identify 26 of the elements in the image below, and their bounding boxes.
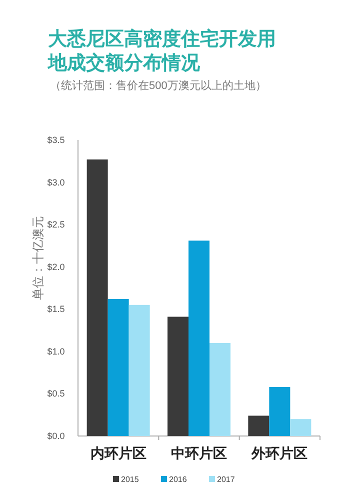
bar <box>210 342 230 436</box>
bar <box>290 419 312 436</box>
y-axis-title: 单位：十亿澳元 <box>31 216 45 300</box>
x-tick-label: 中环片区 <box>171 445 227 461</box>
bar <box>248 416 270 436</box>
y-tick-label: $2.0 <box>47 262 65 272</box>
y-tick-label: $1.0 <box>47 346 65 356</box>
legend-label: 2015 <box>121 475 140 484</box>
legend-label: 2017 <box>217 475 236 484</box>
chart-title: 大悉尼区高密度住宅开发用地成交额分布情况 <box>48 28 277 76</box>
bar <box>269 386 290 436</box>
chart-subtitle: （统计范围：售价在500万澳元以上的土地） <box>50 78 266 93</box>
bar <box>188 240 210 436</box>
y-tick-label: $0.0 <box>47 431 65 441</box>
y-tick-label: $2.5 <box>47 220 65 230</box>
bar <box>108 298 129 436</box>
y-tick-label: $0.5 <box>47 388 65 399</box>
bar <box>86 159 108 436</box>
y-tick-label: $1.5 <box>47 304 65 314</box>
legend-label: 2016 <box>169 475 188 484</box>
bar <box>128 304 150 436</box>
bar <box>168 316 188 436</box>
x-tick-label: 内环片区 <box>90 445 146 461</box>
y-tick-label: $3.0 <box>47 177 65 188</box>
x-tick-label: 外环片区 <box>250 445 308 461</box>
y-tick-label: $3.5 <box>47 135 65 145</box>
